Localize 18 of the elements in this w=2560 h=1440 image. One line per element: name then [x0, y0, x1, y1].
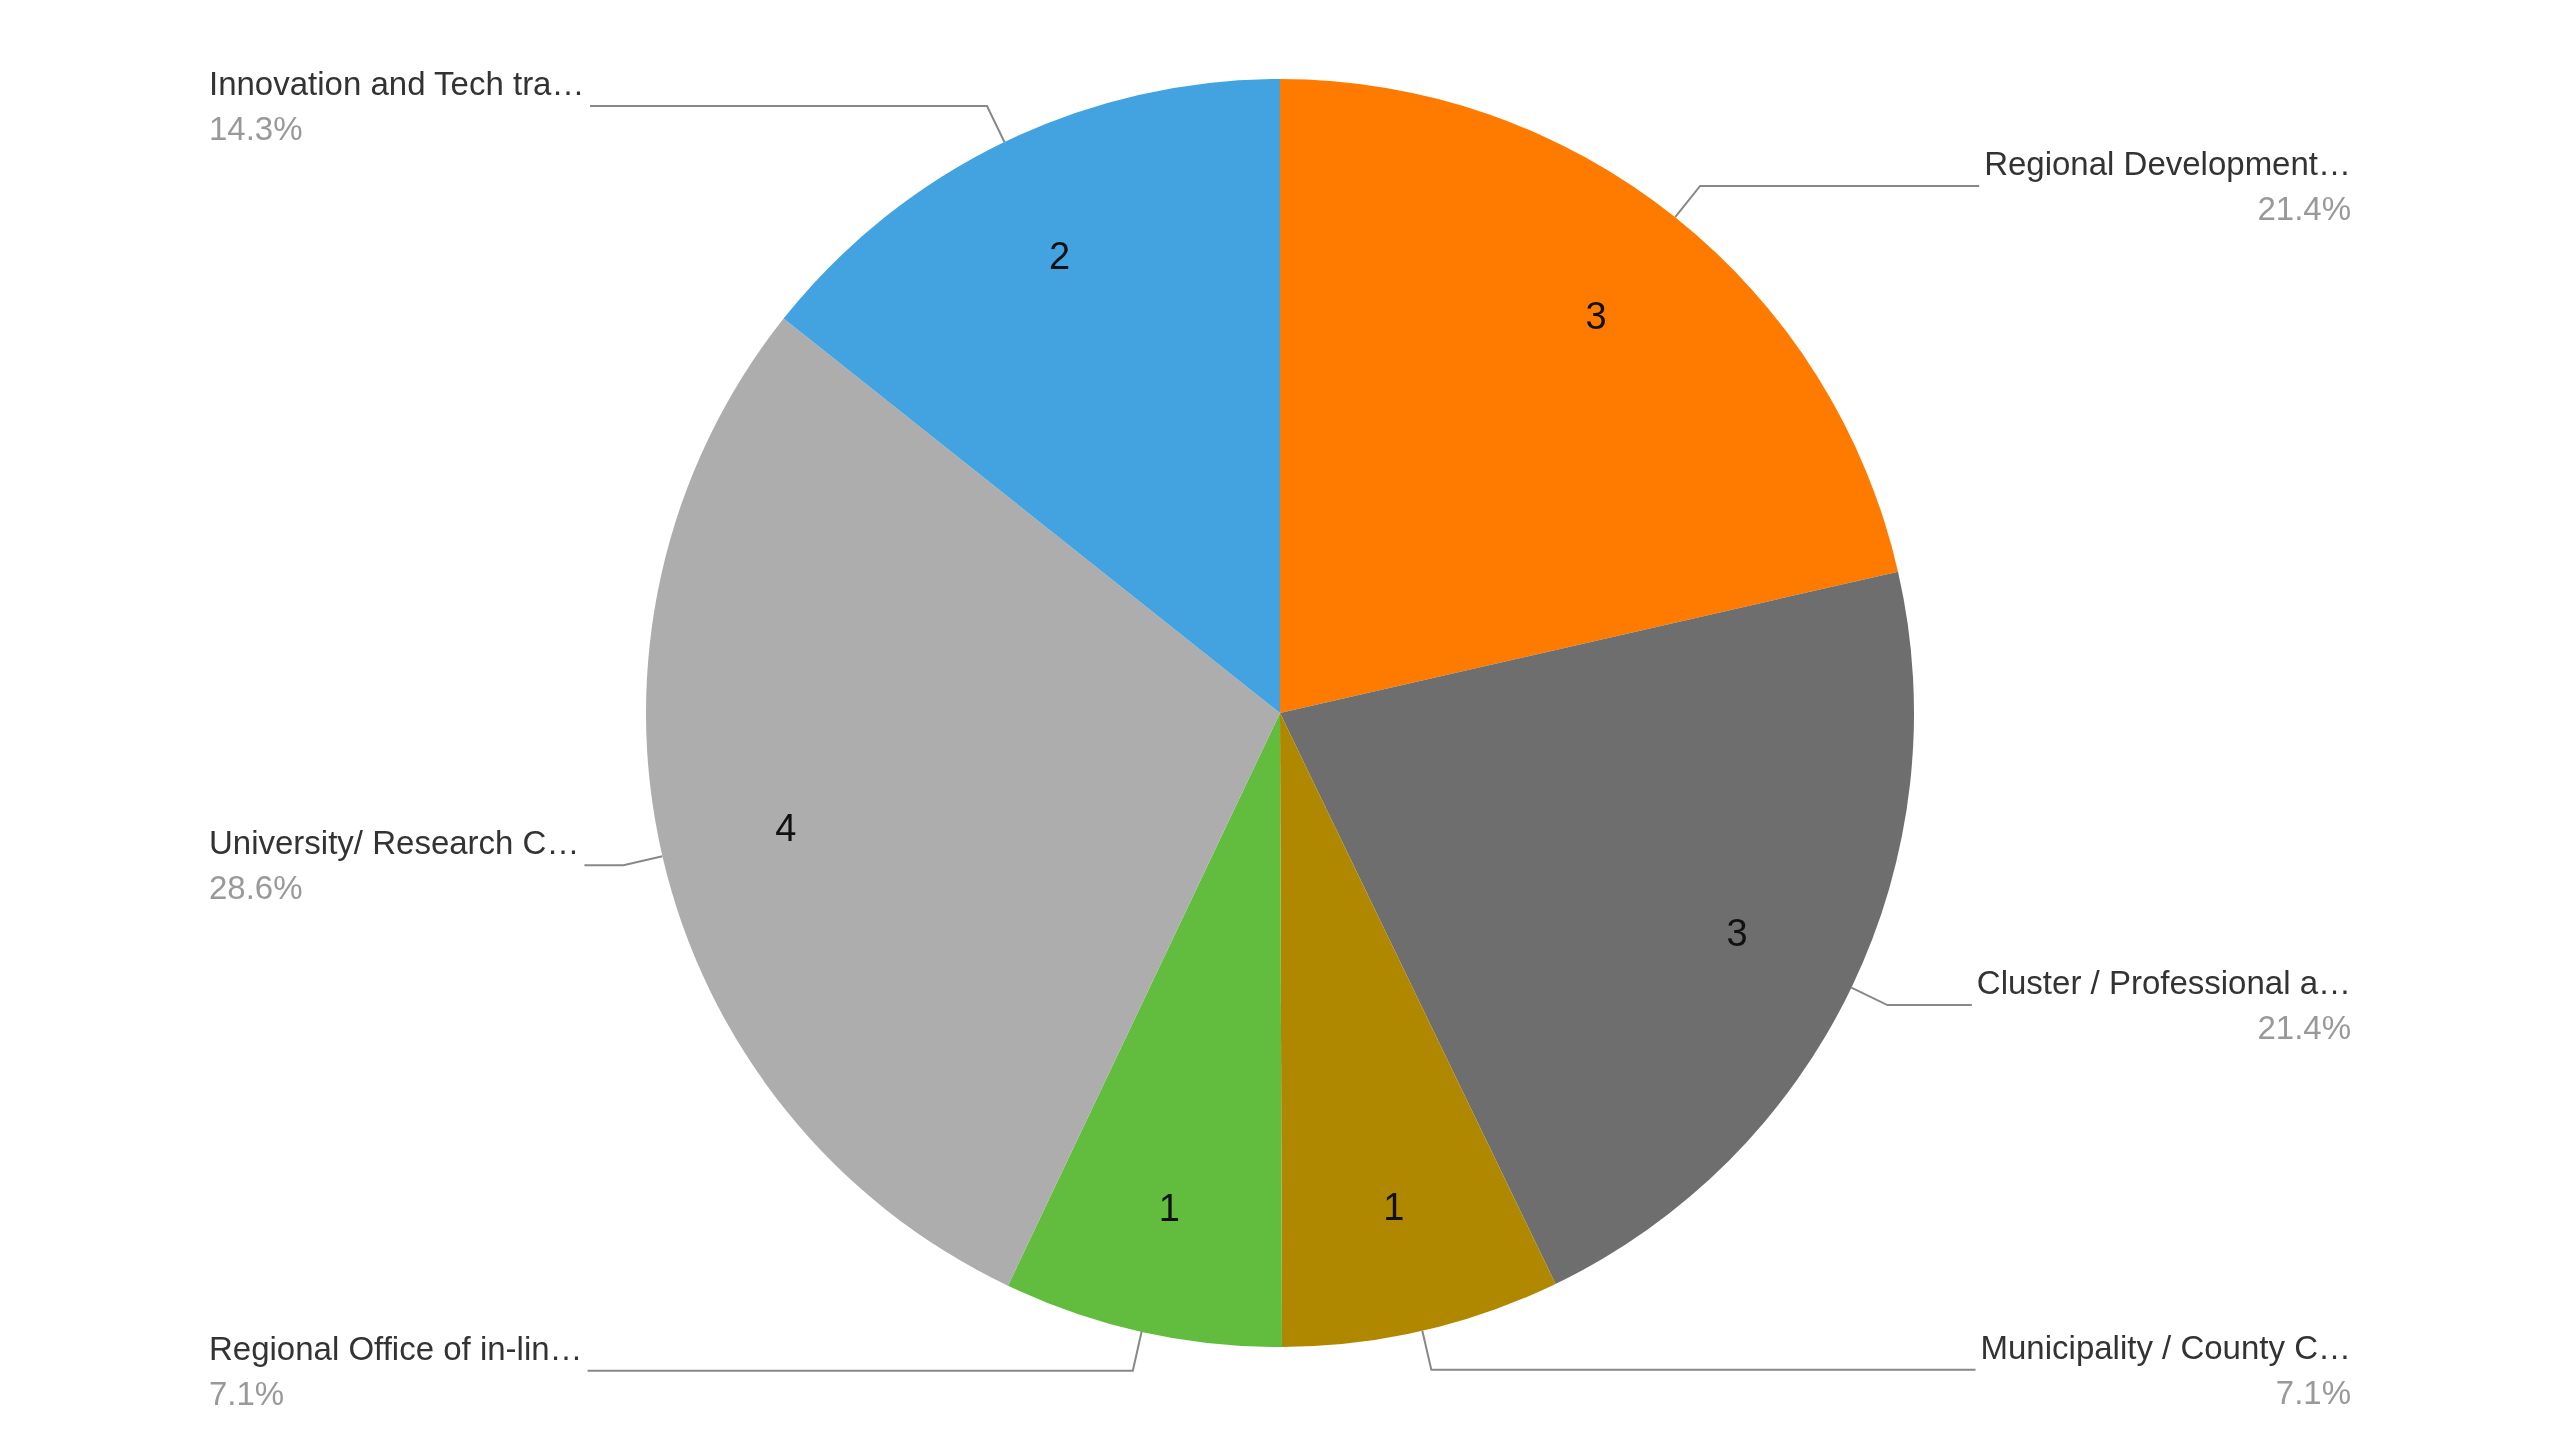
text: 2	[1048, 235, 1071, 278]
slice-label: Innovation and Tech tra…	[209, 65, 585, 103]
data-label: 28.6%	[209, 869, 303, 907]
data-label: 7.1%	[209, 1374, 285, 1412]
text: 4	[775, 806, 797, 849]
data-label: 21.4%	[2257, 189, 2351, 227]
text: 1	[1158, 1186, 1180, 1229]
data-label: 21.4%	[2257, 1009, 2351, 1047]
text: 1	[1383, 1186, 1405, 1229]
slice-label: Cluster / Professional a…	[1976, 964, 2351, 1002]
slice-label: Regional Development…	[1984, 144, 2351, 182]
slice-label: University/ Research C…	[209, 824, 580, 862]
slice-label: Municipality / County C…	[1980, 1328, 2351, 1366]
data-label: 7.1%	[2275, 1373, 2351, 1411]
data-label: 14.3%	[209, 110, 303, 148]
text: 3	[1585, 295, 1607, 338]
slice-label: Regional Office of in-lin…	[209, 1329, 583, 1367]
text: 3	[1726, 911, 1748, 954]
